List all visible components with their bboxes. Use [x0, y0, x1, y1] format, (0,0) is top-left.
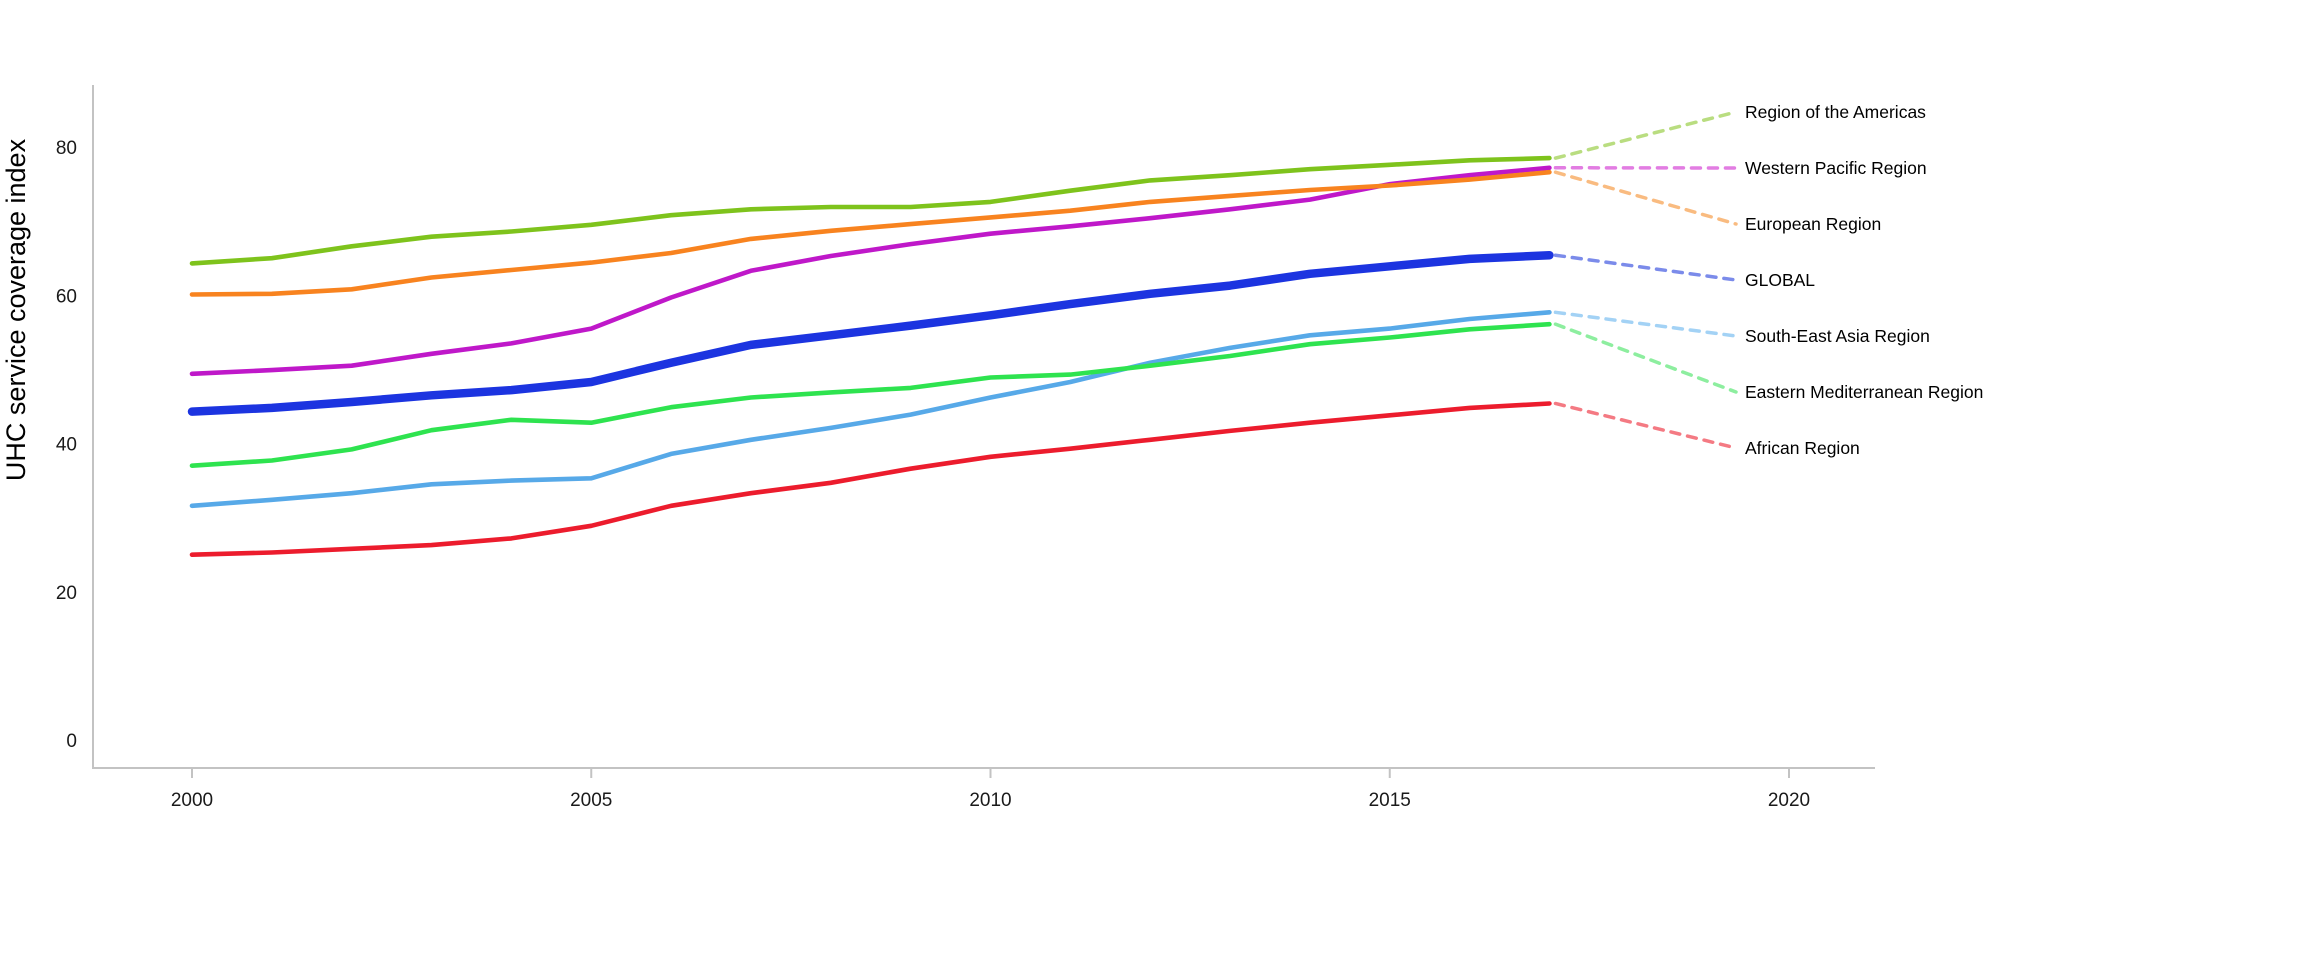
series-line	[187, 250, 1554, 416]
y-axis-title: UHC service coverage index	[1, 138, 31, 481]
series-label: GLOBAL	[1745, 270, 1815, 290]
leader-line	[1553, 310, 1738, 338]
x-tick-label: 2000	[171, 790, 213, 811]
series-line	[189, 309, 1552, 509]
leader-line	[1553, 110, 1738, 160]
y-tick-label: 20	[56, 583, 77, 604]
leader-line	[1553, 170, 1738, 226]
leader-line	[1553, 401, 1738, 450]
y-tick-label: 60	[56, 286, 77, 307]
x-tick-label: 2010	[969, 790, 1011, 811]
series-label: South-East Asia Region	[1745, 326, 1930, 346]
series-line	[189, 155, 1552, 266]
series-label: African Region	[1745, 438, 1860, 458]
leader-line	[1553, 253, 1738, 282]
y-tick-label: 0	[66, 731, 77, 752]
leader-line	[1553, 322, 1738, 394]
series-label: Western Pacific Region	[1745, 158, 1927, 178]
y-tick-label: 80	[56, 138, 77, 159]
series-line	[189, 401, 1552, 558]
series-line	[189, 321, 1552, 469]
series-line	[189, 169, 1552, 297]
series-label: Region of the Americas	[1745, 102, 1926, 122]
series-line	[189, 165, 1552, 377]
y-tick-label: 40	[56, 435, 77, 456]
x-tick-label: 2005	[570, 790, 612, 811]
series-label: European Region	[1745, 214, 1881, 234]
x-tick-label: 2015	[1369, 790, 1411, 811]
series-label: Eastern Mediterranean Region	[1745, 382, 1983, 402]
x-tick-label: 2020	[1768, 790, 1810, 811]
